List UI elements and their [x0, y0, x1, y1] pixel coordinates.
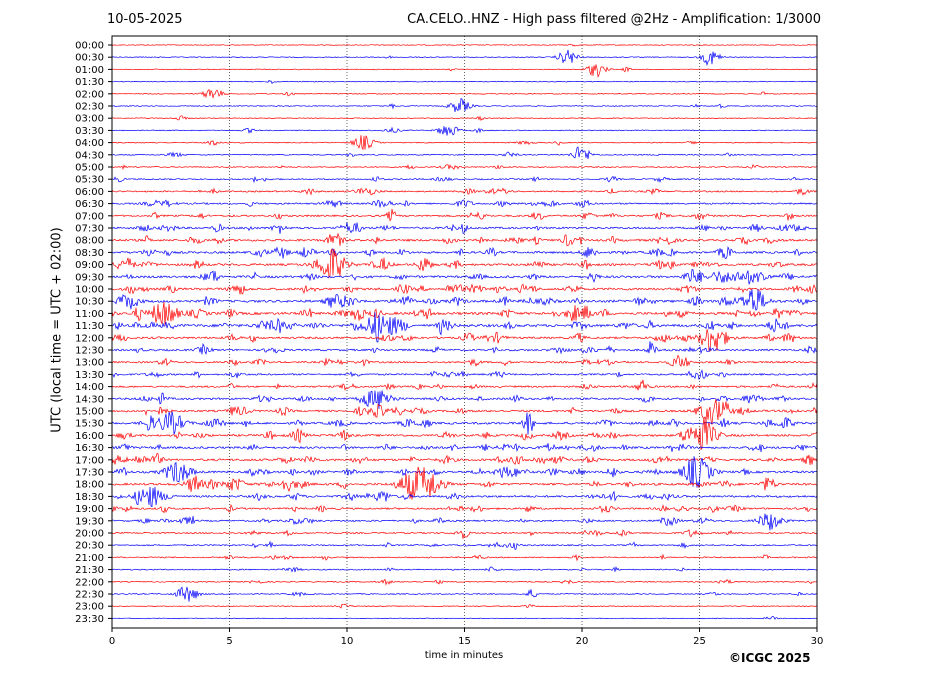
y-tick-label: 06:00	[75, 187, 104, 198]
y-tick-label: 22:30	[75, 590, 104, 601]
y-tick-label: 10:00	[75, 285, 104, 296]
y-tick-label: 02:30	[75, 102, 104, 113]
x-tick-label: 15	[458, 636, 471, 647]
trace-1230	[111, 341, 818, 356]
y-tick-label: 12:00	[75, 333, 104, 344]
trace-1030	[111, 289, 818, 311]
time-gridlines	[229, 36, 700, 628]
y-tick-label: 08:30	[75, 248, 104, 259]
seismogram-traces	[111, 43, 818, 620]
date-label: 10-05-2025	[107, 12, 183, 27]
x-axis-label: time in minutes	[424, 650, 504, 661]
y-tick-label: 00:00	[75, 41, 104, 52]
y-tick-label: 22:00	[75, 577, 104, 588]
y-tick-label: 12:30	[75, 346, 104, 357]
trace-1100	[111, 302, 818, 327]
y-tick-label: 03:00	[75, 114, 104, 125]
y-tick-label: 15:30	[75, 419, 104, 430]
trace-2030	[111, 540, 818, 550]
x-tick-label: 25	[693, 636, 706, 647]
y-tick-label: 02:00	[75, 89, 104, 100]
x-axis-ticks: 0 5 10 15 20 25 30	[109, 628, 824, 647]
y-tick-label: 07:00	[75, 211, 104, 222]
y-tick-label: 05:00	[75, 163, 104, 174]
x-tick-label: 30	[811, 636, 824, 647]
x-tick-label: 5	[226, 636, 232, 647]
y-tick-label: 21:30	[75, 565, 104, 576]
trace-1830	[111, 486, 818, 508]
y-tick-label: 01:30	[75, 77, 104, 88]
y-tick-label: 09:00	[75, 260, 104, 271]
y-tick-label: 08:00	[75, 236, 104, 247]
y-tick-label: 10:30	[75, 297, 104, 308]
y-tick-label: 18:00	[75, 480, 104, 491]
trace-0430	[111, 146, 818, 160]
trace-2130	[111, 565, 818, 573]
plot-frame	[111, 35, 818, 629]
y-tick-label: 11:00	[75, 309, 104, 320]
y-tick-label: 04:30	[75, 150, 104, 161]
y-tick-label: 15:00	[75, 407, 104, 418]
trace-0500	[111, 163, 818, 171]
y-tick-label: 04:00	[75, 138, 104, 149]
y-tick-label: 19:30	[75, 516, 104, 527]
y-tick-label: 07:30	[75, 224, 104, 235]
trace-0800	[111, 232, 818, 247]
trace-1200	[111, 329, 818, 352]
x-tick-label: 20	[576, 636, 589, 647]
trace-0300	[112, 115, 818, 122]
y-tick-label: 17:30	[75, 468, 104, 479]
trace-1900	[111, 503, 818, 514]
trace-0630	[111, 199, 818, 208]
trace-0400	[111, 135, 818, 151]
y-tick-label: 16:00	[75, 431, 104, 442]
y-tick-label: 13:00	[75, 358, 104, 369]
x-tick-label: 0	[109, 636, 115, 647]
y-tick-label: 05:30	[75, 175, 104, 186]
chart-title: CA.CELO..HNZ - High pass filtered @2Hz -…	[407, 12, 821, 27]
trace-1130	[111, 312, 818, 343]
y-tick-label: 23:30	[75, 614, 104, 625]
y-tick-label: 23:00	[75, 602, 104, 613]
y-tick-label: 16:30	[75, 443, 104, 454]
y-tick-label: 06:30	[75, 199, 104, 210]
y-tick-label: 17:00	[75, 455, 104, 466]
trace-1330	[111, 369, 818, 381]
trace-0530	[111, 175, 818, 184]
trace-2100	[111, 553, 817, 562]
y-tick-label: 20:30	[75, 541, 104, 552]
trace-2200	[111, 578, 818, 586]
x-tick-label: 10	[341, 636, 354, 647]
trace-1930	[111, 513, 817, 531]
copyright-label: ©ICGC 2025	[729, 651, 811, 665]
y-tick-label: 11:30	[75, 321, 104, 332]
trace-1300	[111, 354, 818, 368]
y-tick-label: 20:00	[75, 529, 104, 540]
trace-0330	[111, 126, 818, 136]
y-tick-label: 14:00	[75, 382, 104, 393]
y-tick-label: 03:30	[75, 126, 104, 137]
y-tick-label: 13:30	[75, 370, 104, 381]
y-tick-label: 09:30	[75, 272, 104, 283]
y-tick-label: 14:30	[75, 394, 104, 405]
y-tick-label: 01:00	[75, 65, 104, 76]
y-tick-label: 00:30	[75, 53, 104, 64]
y-tick-label: 18:30	[75, 492, 104, 503]
y-tick-label: 21:00	[75, 553, 104, 564]
y-tick-label: 19:00	[75, 504, 104, 515]
